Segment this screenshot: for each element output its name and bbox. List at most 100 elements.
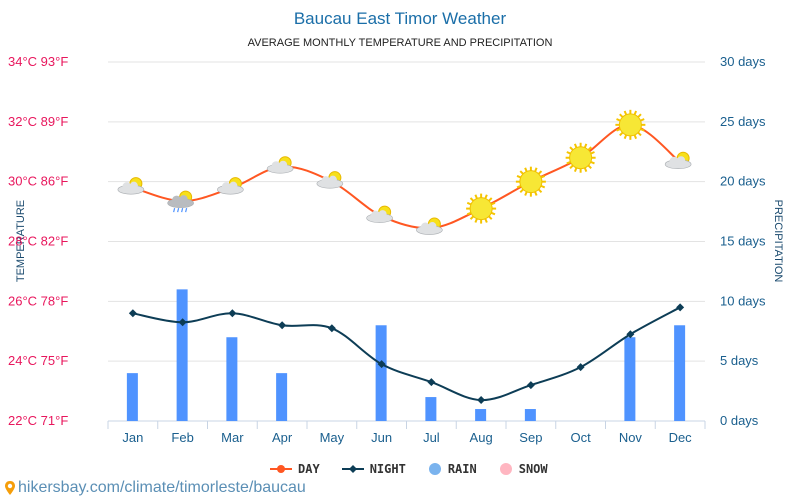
cloud-icon [420,222,430,232]
night-point [427,378,436,387]
sun-ray [540,175,546,179]
y-tick-label: 24°C 75°F [8,353,68,368]
sun-icon [618,113,642,137]
sun-ray [524,191,528,196]
cloud-icon [179,195,188,204]
cloud-icon [129,181,138,190]
legend-night[interactable]: NIGHT [341,462,406,476]
rain-drop-icon [173,207,176,213]
cloud-icon [371,210,381,220]
y2-tick-label: 0 days [720,413,759,428]
sun-ray [537,188,543,193]
cloud-icon [122,182,132,192]
day-line [132,123,681,230]
cloud-icon [328,175,337,184]
y2-axis-label: PRECIPITATION [772,200,784,283]
cloud-icon [378,210,387,219]
sun-ray [534,191,538,196]
rain-bar [624,337,636,421]
rain-bar [226,337,238,421]
sun-ray [516,184,522,189]
cloud-icon [221,182,231,192]
sun-ray [569,164,574,170]
night-point [278,321,287,330]
night-point [327,324,336,333]
y2-tick-label: 20 days [720,174,766,189]
y-tick-label: 26°C 78°F [8,293,68,308]
y2-tick-label: 5 days [720,353,759,368]
legend-snow[interactable]: SNOW [499,462,548,476]
rain-bar [425,397,437,421]
x-tick-label: Jan [122,430,143,445]
night-point [128,309,137,318]
chart-subtitle: AVERAGE MONTHLY TEMPERATURE AND PRECIPIT… [248,37,553,49]
y2-tick-label: 25 days [720,114,766,129]
night-point [477,396,486,405]
cloud-icon [428,222,437,231]
sun-ray [590,161,595,165]
sun-ray [573,143,578,148]
cloud-icon [321,176,331,186]
x-tick-label: Nov [619,430,643,445]
night-point [377,360,386,369]
rain-drop-icon [177,207,180,213]
cloud-icon [669,156,679,166]
y2-tick-label: 30 days [720,54,766,69]
sun-ray [466,201,472,206]
legend-rain-label: RAIN [447,462,477,476]
sun-ray [637,113,642,118]
sun-ray [490,201,496,206]
sun-ray [484,194,488,199]
legend-night-label: NIGHT [369,462,406,476]
night-point [676,303,685,312]
x-tick-label: Aug [470,430,493,445]
x-tick-label: Oct [571,430,592,445]
night-line [132,306,681,402]
day-line-icon [270,465,292,473]
night-point [526,381,535,390]
sun-ray [583,143,588,148]
location-pin-icon [5,481,15,495]
sun-ray [623,110,628,116]
night-line-icon [341,465,364,473]
sun-ray [488,215,493,220]
x-tick-label: May [320,430,345,445]
sun-ray [484,218,488,223]
sun-ray [474,194,478,199]
y2-tick-label: 15 days [720,234,766,249]
x-tick-label: Jul [423,430,440,445]
legend-rain[interactable]: RAIN [428,462,477,476]
x-tick-label: Apr [272,430,293,445]
sun-ray [619,131,624,137]
sun-ray [573,167,578,172]
sun-icon [469,197,493,221]
sun-ray [469,215,475,220]
y-tick-label: 30°C 86°F [8,174,68,189]
legend-day[interactable]: DAY [270,462,320,476]
x-tick-label: Sep [519,430,542,445]
sun-ray [469,197,475,202]
rain-bar [276,373,288,421]
y-tick-label: 34°C 93°F [8,54,68,69]
x-tick-label: Dec [669,430,693,445]
sun-icon [569,146,593,170]
sun-ray [519,170,524,175]
sun-ray [590,151,595,155]
rain-dot-icon [428,463,441,475]
rain-drop-icon [185,207,188,213]
night-point [576,363,585,372]
night-point [228,309,237,318]
cloud-icon [172,195,182,205]
footer-link[interactable]: hikersbay.com/climate/timorleste/baucau [4,479,306,497]
night-point [626,330,635,339]
cloud-icon [677,156,686,165]
rain-bar [375,325,387,421]
rain-bar [524,409,536,421]
sun-ray [640,128,645,132]
sun-ray [587,146,592,151]
snow-dot-icon [499,463,512,475]
legend-day-label: DAY [298,462,320,476]
sun-ray [583,167,588,172]
sun-ray [616,118,621,122]
sun-ray [524,167,528,172]
